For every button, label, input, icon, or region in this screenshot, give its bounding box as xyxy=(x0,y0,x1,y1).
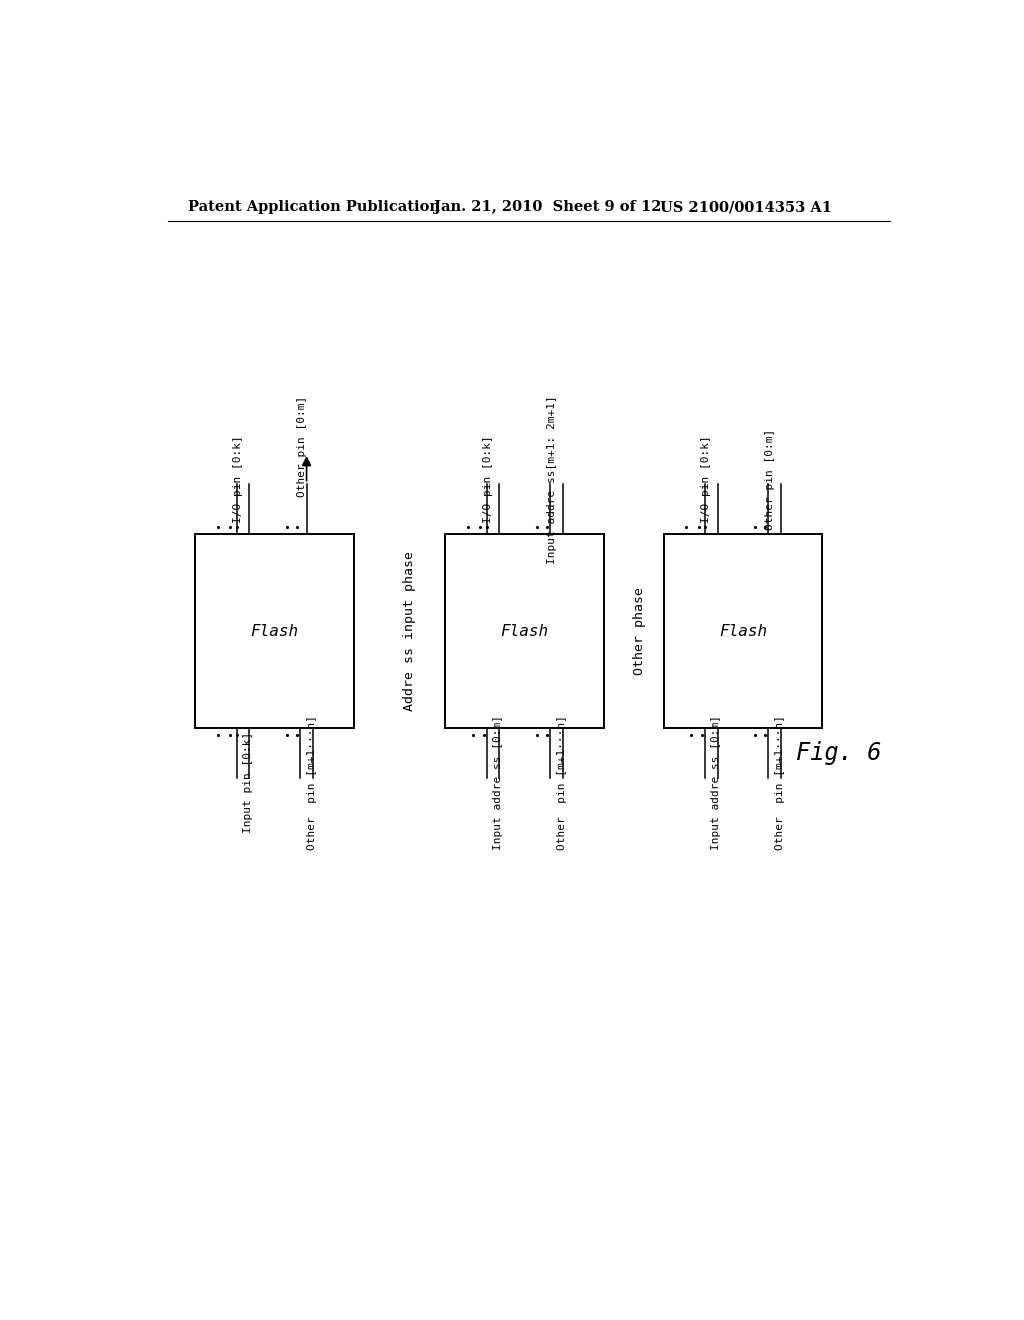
Bar xyxy=(445,535,604,727)
Text: I/O pin [0:k]: I/O pin [0:k] xyxy=(233,436,243,524)
Text: Other  pin [m+1···n]: Other pin [m+1···n] xyxy=(775,715,784,850)
Text: US 2100/0014353 A1: US 2100/0014353 A1 xyxy=(659,201,831,214)
Text: Jan. 21, 2010  Sheet 9 of 12: Jan. 21, 2010 Sheet 9 of 12 xyxy=(433,201,662,214)
Text: Input addre ss [0:m]: Input addre ss [0:m] xyxy=(712,715,721,850)
Text: Other pin [0:m]: Other pin [0:m] xyxy=(297,396,306,496)
Bar xyxy=(664,535,822,727)
Text: I/O pin [0:k]: I/O pin [0:k] xyxy=(701,436,712,524)
Text: Flash: Flash xyxy=(251,623,299,639)
Text: Other  pin [m+1···n]: Other pin [m+1···n] xyxy=(306,715,316,850)
Text: Input pin [0:k]: Input pin [0:k] xyxy=(243,731,253,833)
Text: Input addre ss[m+1: 2m+1]: Input addre ss[m+1: 2m+1] xyxy=(547,395,557,564)
Text: Other pin [0:m]: Other pin [0:m] xyxy=(765,429,775,531)
Text: Addre ss input phase: Addre ss input phase xyxy=(403,550,416,711)
Text: Input addre ss [0:m]: Input addre ss [0:m] xyxy=(494,715,503,850)
Text: I/O pin [0:k]: I/O pin [0:k] xyxy=(483,436,494,524)
Text: Fig. 6: Fig. 6 xyxy=(796,741,881,766)
Text: Flash: Flash xyxy=(719,623,767,639)
Text: Flash: Flash xyxy=(501,623,549,639)
Text: Patent Application Publication: Patent Application Publication xyxy=(187,201,439,214)
Bar xyxy=(196,535,354,727)
Text: Other  pin [m+1···n]: Other pin [m+1···n] xyxy=(557,715,566,850)
Text: Other phase: Other phase xyxy=(634,587,646,675)
